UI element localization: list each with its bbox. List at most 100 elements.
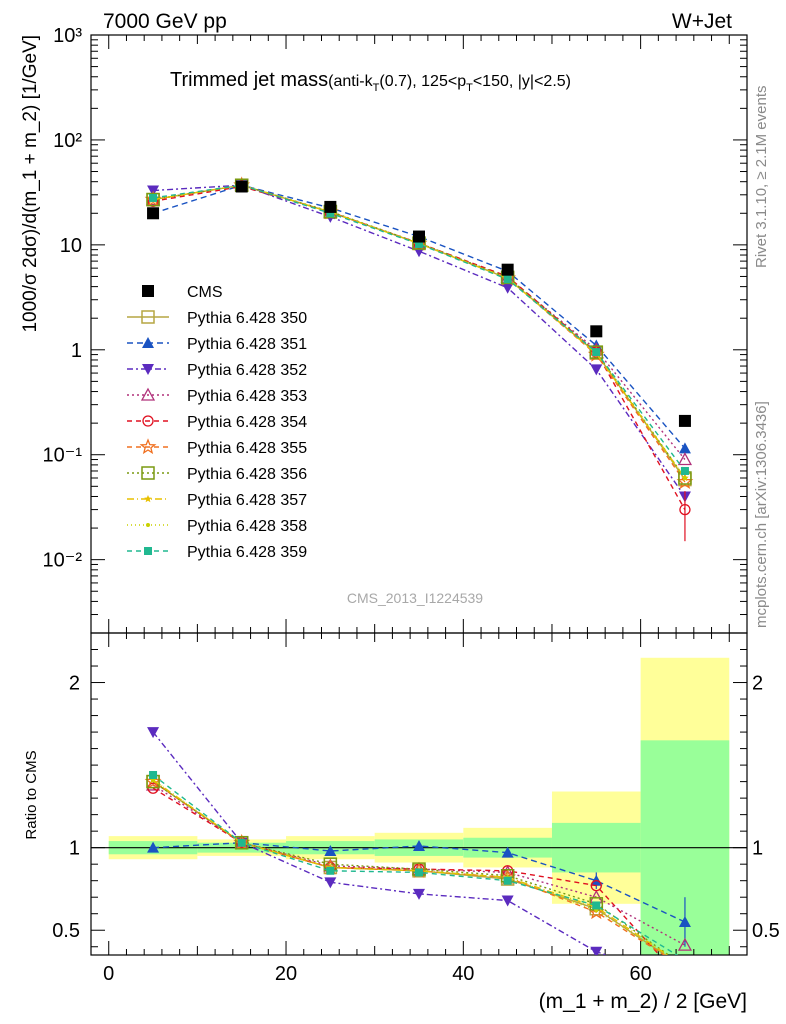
series-359-ratio-point — [237, 838, 246, 847]
series-352-ratio-point — [324, 877, 337, 889]
legend-label: Pythia 6.428 357 — [187, 492, 307, 509]
series-359-ratio-point — [592, 901, 601, 910]
x-tick-label: 40 — [452, 963, 474, 985]
ratio-plot-frame — [90, 632, 748, 956]
legend-label: Pythia 6.428 353 — [187, 388, 307, 405]
series-356-point — [146, 192, 160, 207]
series-359-ratio-point — [326, 866, 335, 875]
legend-cms-marker — [142, 285, 154, 297]
series-354-ratio-point — [590, 879, 602, 892]
cms-data-point — [324, 200, 337, 213]
y-tick-label-ratio: 1 — [69, 838, 80, 860]
series-359-ratio-point — [681, 956, 689, 964]
y-tick-label-ratio-right: 1 — [752, 838, 763, 860]
series-356-point — [589, 345, 604, 359]
series-353-point — [677, 452, 693, 466]
series-352-ratio-point — [413, 888, 425, 900]
cms-data-point — [413, 230, 425, 243]
series-356-line — [152, 184, 686, 479]
series-357-ratio-point — [681, 963, 689, 970]
legend-marker — [141, 310, 155, 324]
series-351-ratio-point — [501, 846, 514, 858]
x-tick-label: 20 — [275, 963, 297, 985]
series-359-point — [592, 348, 601, 357]
series-359-ratio-point — [503, 876, 512, 885]
series-352-ratio-point — [147, 727, 160, 739]
cms-data-point — [235, 180, 248, 193]
series-357-line — [152, 184, 686, 479]
ratio-series-layer — [144, 727, 693, 988]
legend-label: Pythia 6.428 356 — [187, 466, 307, 483]
y-tick-label-ratio: 2 — [69, 673, 80, 695]
series-354-ratio-line — [152, 787, 661, 955]
series-359-ratio-point — [149, 771, 158, 780]
y-tick-label-main: 1 — [71, 340, 82, 362]
header-left: 7000 GeV pp — [103, 10, 227, 33]
series-351-ratio-point — [413, 840, 425, 852]
series-351-point — [678, 442, 691, 454]
cms-data-point — [678, 414, 691, 427]
series-351-ratio-point — [324, 844, 337, 856]
series-359-point — [415, 239, 423, 248]
series-358-ratio-point — [683, 965, 687, 969]
series-355-ratio-point — [144, 772, 162, 789]
legend-label: Pythia 6.428 350 — [187, 310, 307, 327]
plot-title-sub-2: (0.7), 125<p — [379, 73, 466, 90]
x-tick-label: 60 — [629, 963, 651, 985]
x-axis-label: (m_1 + m_2) / 2 [GeV] — [539, 990, 747, 1013]
legend-marker — [144, 547, 152, 555]
legend-label: Pythia 6.428 358 — [187, 518, 307, 535]
series-layer — [144, 176, 694, 988]
legend-marker — [142, 337, 154, 348]
plot-title-main: Trimmed jet mass — [170, 69, 328, 91]
legend-label: Pythia 6.428 352 — [187, 362, 307, 379]
series-356-ratio-point — [679, 961, 691, 973]
x-tick-label: 0 — [103, 963, 114, 985]
y-axis-label-main: 1000/σ 2dσ)/d(m_1 + m_2) [1/GeV] — [20, 35, 41, 333]
legend-marker — [144, 495, 152, 503]
watermark: CMS_2013_I1224539 — [347, 590, 483, 606]
series-354-point — [679, 503, 691, 516]
y-tick-label-ratio-right: 2 — [752, 673, 763, 695]
legend: CMS Pythia 6.428 350 Pythia 6.428 351 Pythi… — [127, 284, 307, 561]
series-355-ratio-point — [678, 961, 691, 974]
series-359-ratio-point — [415, 868, 423, 877]
series-359-point — [680, 466, 689, 475]
series-358-line — [152, 184, 686, 479]
y-tick-label-ratio: 0.5 — [52, 920, 80, 942]
legend-label: Pythia 6.428 355 — [187, 440, 307, 457]
series-351-ratio-point — [147, 841, 160, 853]
legend-cms-label: CMS — [187, 284, 223, 301]
y-tick-label-main: 10⁻¹ — [43, 445, 83, 467]
series-358-point — [682, 476, 687, 481]
series-359-point — [149, 193, 158, 202]
cms-data-point — [147, 207, 160, 220]
series-352-point — [590, 364, 603, 376]
plot-title-k-sub: T — [373, 82, 380, 94]
uncertainty-bands — [108, 657, 730, 955]
legend-label: Pythia 6.428 354 — [187, 414, 307, 431]
legend-marker — [146, 523, 150, 527]
y-axis-label-ratio: Ratio to CMS — [23, 750, 40, 839]
series-350-line — [152, 184, 686, 480]
plot-title-sub-1: (anti-k — [328, 73, 373, 90]
cms-data-point — [590, 325, 603, 338]
legend-marker — [141, 466, 155, 480]
series-356-ratio-point — [234, 835, 249, 850]
y-tick-label-main: 10⁻² — [43, 550, 83, 572]
legend-marker — [142, 364, 154, 375]
series-352-ratio-point — [590, 946, 603, 955]
plot-title: Trimmed jet mass(anti-kT(0.7), 125<pT<15… — [170, 69, 571, 94]
plot-title-sub-3: <150, |y|<2.5) — [473, 73, 571, 90]
series-354-ratio-point — [680, 978, 690, 988]
legend-label: Pythia 6.428 359 — [187, 544, 307, 561]
series-355-point — [676, 473, 694, 490]
series-352-ratio-point — [501, 895, 514, 907]
y-tick-label-main: 10³ — [53, 25, 82, 47]
y-tick-label-main: 10² — [53, 130, 82, 152]
cms-data-point — [501, 263, 514, 276]
main-series-layer — [144, 176, 694, 542]
axis-ticks: 0 20 40 60 10⁻² 10⁻¹ 1 10 10² 10³ 0.5 0.5 1 1 2 2 — [43, 25, 780, 985]
series-359-point — [326, 209, 335, 218]
